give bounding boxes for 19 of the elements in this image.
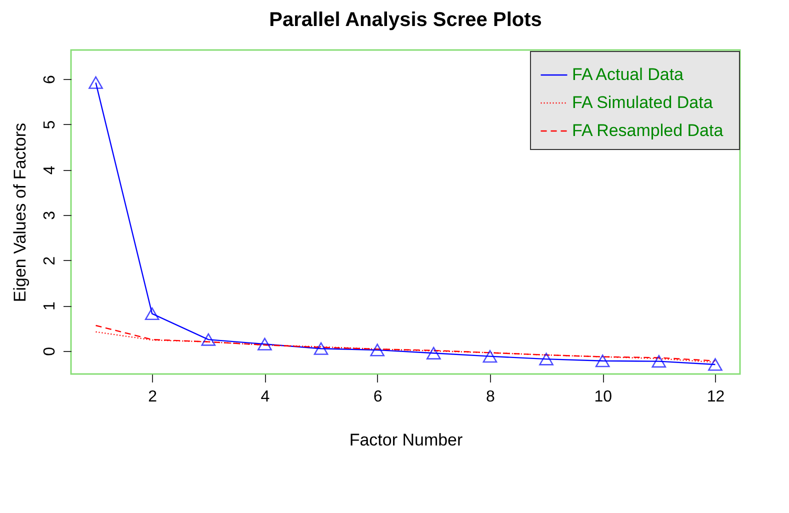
x-tick-label: 8 <box>486 388 496 406</box>
legend-label: FA Resampled Data <box>572 121 724 140</box>
chart-title: Parallel Analysis Scree Plots <box>269 9 542 31</box>
y-tick-label: 2 <box>42 256 58 266</box>
x-tick-label: 10 <box>594 388 612 406</box>
y-tick-label: 1 <box>42 302 58 311</box>
y-tick-label: 6 <box>42 74 58 84</box>
y-tick-label: 5 <box>42 120 58 130</box>
x-tick-label: 2 <box>148 388 158 406</box>
y-tick-label: 0 <box>42 346 58 356</box>
x-axis-title: Factor Number <box>349 430 464 450</box>
legend-label: FA Simulated Data <box>572 93 714 112</box>
x-tick-label: 12 <box>706 388 725 406</box>
y-tick-label: 4 <box>42 166 58 175</box>
x-tick-label: 6 <box>373 388 382 406</box>
x-tick-label: 4 <box>260 388 270 406</box>
legend-label: FA Actual Data <box>572 65 684 84</box>
y-axis-title: Eigen Values of Factors <box>10 122 30 302</box>
y-tick-label: 3 <box>42 210 58 220</box>
